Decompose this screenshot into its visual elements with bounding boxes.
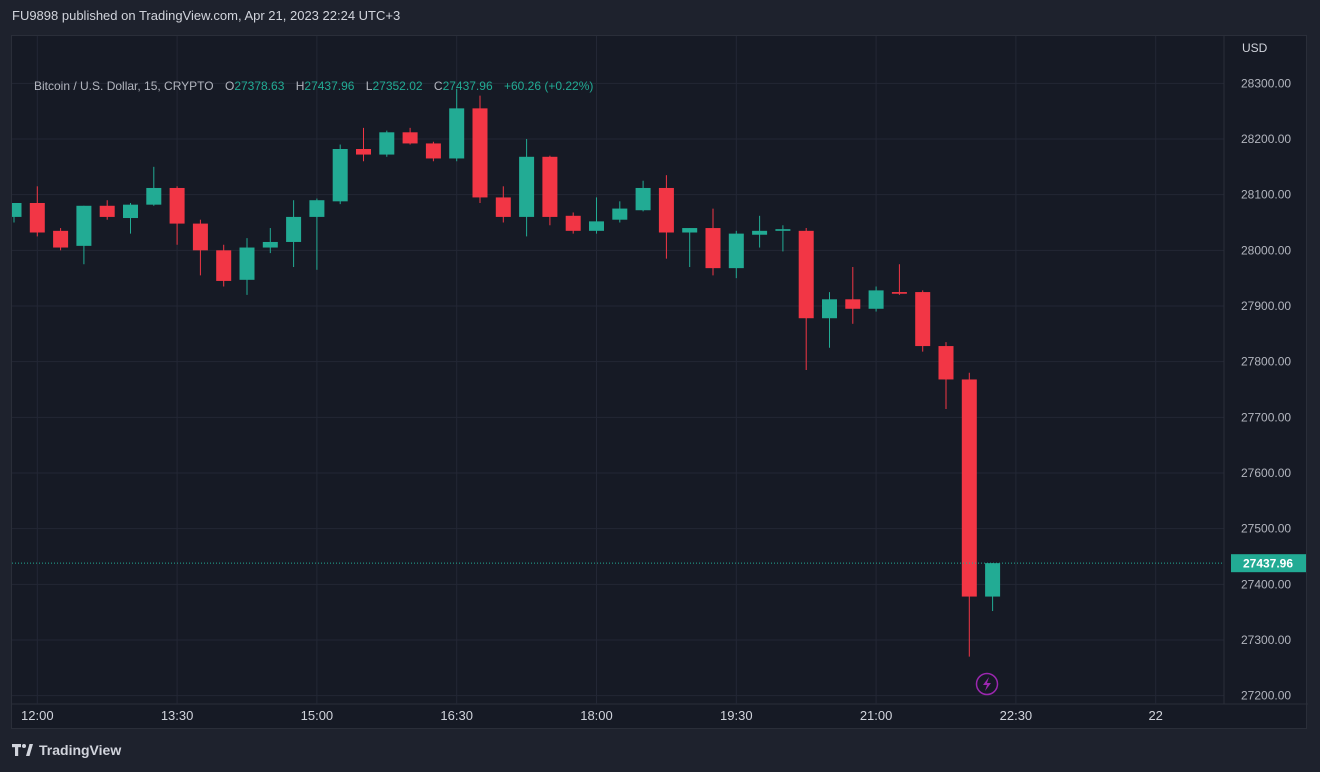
candle-body (565, 215, 581, 231)
candle-body (682, 228, 698, 233)
y-tick-label: 27300.00 (1241, 633, 1291, 647)
chart-pane[interactable]: 27200.00 27300.00 27400.00 27500.00 27600.00… (11, 35, 1308, 730)
y-tick-label: 27400.00 (1241, 577, 1291, 591)
candle-body (798, 230, 814, 319)
legend-high-value: 27437.96 (304, 79, 355, 93)
candle-body (76, 205, 92, 246)
y-tick-label: 27200.00 (1241, 689, 1291, 703)
candle-body (216, 250, 232, 281)
candle-body (915, 292, 931, 347)
event-marker-icon (975, 672, 999, 696)
candle-body (332, 149, 348, 202)
last-price-label: 27437.96 (1243, 557, 1293, 571)
candle-body (495, 197, 511, 217)
grid: 27200.00 27300.00 27400.00 27500.00 27600.00… (12, 36, 1308, 723)
tradingview-logo-icon (12, 743, 34, 757)
candle-body (239, 247, 255, 280)
y-tick-label: 27600.00 (1241, 466, 1291, 480)
tradingview-footer[interactable]: TradingView (12, 742, 121, 758)
currency-label: USD (1242, 41, 1268, 55)
candle-body (379, 132, 395, 155)
x-tick-label: 12:00 (21, 708, 54, 723)
candle-body (845, 299, 861, 309)
candle-body (169, 187, 185, 224)
x-tick-label: 19:30 (720, 708, 753, 723)
y-tick-label: 28200.00 (1241, 132, 1291, 146)
legend-close-value: 27437.96 (442, 79, 493, 93)
x-tick-label: 21:00 (860, 708, 893, 723)
y-tick-label: 27800.00 (1241, 355, 1291, 369)
candle-body (146, 187, 162, 205)
candle-body (985, 563, 1001, 597)
candle-body (635, 187, 651, 211)
candle-body (449, 108, 465, 159)
candle-body (705, 228, 721, 269)
legend-open-value: 27378.63 (234, 79, 285, 93)
candle-body (822, 299, 837, 319)
candle-body (356, 149, 371, 155)
candle-body (425, 143, 441, 159)
candle-body (472, 108, 488, 198)
y-tick-label: 28300.00 (1241, 76, 1291, 90)
candle-body (29, 203, 45, 233)
tradingview-brand: TradingView (39, 742, 122, 758)
candle-body (286, 216, 302, 242)
candle-body (612, 208, 628, 220)
lightning-icon (983, 677, 991, 691)
candle-body (262, 241, 278, 248)
x-tick-label: 13:30 (161, 708, 194, 723)
candle-body (309, 200, 325, 217)
legend-low-label: L (365, 79, 373, 93)
candle-body (519, 156, 535, 217)
candlestick-chart[interactable]: 27200.00 27300.00 27400.00 27500.00 27600.00… (12, 36, 1308, 730)
candle-body (402, 132, 418, 144)
legend-symbol: Bitcoin / U.S. Dollar, 15, CRYPTO (34, 79, 214, 93)
x-tick-label: 16:30 (440, 708, 473, 723)
legend-low-value: 27352.02 (372, 79, 423, 93)
candle-body (938, 346, 954, 380)
y-tick-label: 27900.00 (1241, 299, 1291, 313)
overlay: 27437.96 (12, 554, 1306, 696)
x-tick-label: 18:00 (580, 708, 613, 723)
y-tick-label: 27700.00 (1241, 410, 1291, 424)
candle-body (775, 229, 791, 231)
candle-body (192, 223, 208, 251)
last-price-tag (1231, 554, 1306, 573)
y-tick-label: 28000.00 (1241, 243, 1291, 257)
candle-body (99, 205, 115, 217)
x-tick-label: 22:30 (1000, 708, 1033, 723)
candle-body (123, 204, 138, 219)
candle-body (752, 230, 768, 235)
candles (12, 88, 1001, 657)
x-tick-label: 15:00 (301, 708, 334, 723)
candle-body (542, 156, 558, 217)
candle-body (53, 230, 69, 248)
legend-open-label: O (224, 79, 235, 93)
y-tick-label: 27500.00 (1241, 522, 1291, 536)
published-header: FU9898 published on TradingView.com, Apr… (12, 8, 401, 23)
x-tick-label: 22 (1148, 708, 1162, 723)
legend-close-label: C (433, 79, 443, 93)
candle-body (728, 233, 744, 269)
candle-body (961, 379, 977, 597)
candle-body (891, 292, 907, 294)
y-tick-label: 28100.00 (1241, 188, 1291, 202)
candle-body (658, 187, 674, 233)
candle-body (12, 203, 22, 217)
candle-body (589, 221, 604, 231)
legend-change: +60.26 (+0.22%) (503, 79, 594, 93)
legend-high-label: H (295, 79, 305, 93)
symbol-legend[interactable]: Bitcoin / U.S. Dollar, 15, CRYPTO O27378… (34, 79, 593, 93)
candle-body (868, 290, 884, 309)
